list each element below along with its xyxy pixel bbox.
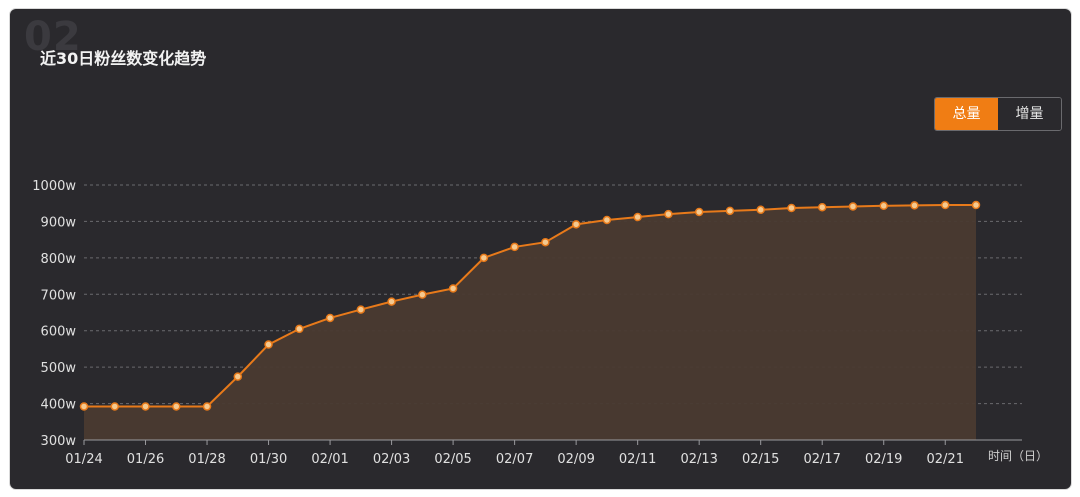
toggle-increment-button[interactable]: 增量 [998, 98, 1061, 130]
data-point [510, 242, 519, 252]
chart-panel: 02 近30日粉丝数变化趋势 总量 增量 300w 400w 500w 600w 700… [10, 9, 1071, 489]
data-point [295, 324, 304, 334]
data-point [817, 202, 827, 212]
data-point [202, 402, 212, 411]
x-tick-label: 01/24 [65, 452, 102, 467]
data-points [79, 200, 981, 411]
data-point [264, 340, 273, 349]
x-tick-label: 02/07 [496, 452, 533, 467]
toggle-total-button[interactable]: 总量 [935, 98, 998, 130]
x-tick-label: 02/09 [557, 452, 594, 467]
data-point [756, 205, 765, 215]
x-tick-label: 01/30 [250, 452, 287, 467]
metric-toggle: 总量 增量 [934, 97, 1062, 131]
data-point [602, 215, 612, 225]
x-tick-label: 02/17 [803, 452, 840, 467]
data-point [725, 206, 735, 216]
x-tick-label: 01/28 [188, 452, 225, 467]
y-tick-label: 400w [41, 398, 77, 413]
area-fill [84, 205, 976, 440]
data-point [694, 207, 704, 217]
data-point [940, 200, 950, 210]
data-point [571, 220, 581, 229]
data-point [325, 313, 335, 323]
data-point [910, 201, 919, 210]
data-point [418, 290, 427, 299]
y-axis: 300w 400w 500w 600w 700w 800w 900w 1000w [32, 179, 76, 449]
section-number-watermark: 02 [24, 14, 82, 60]
data-point [172, 402, 181, 411]
x-tick-label: 02/03 [373, 452, 410, 467]
x-tick-label: 02/21 [927, 452, 964, 467]
x-axis: 01/24 01/26 01/28 01/30 02/01 02/03 02/05 02/07… [65, 439, 1048, 467]
data-point [387, 297, 396, 306]
y-tick-label: 1000w [32, 179, 76, 194]
data-point [356, 305, 366, 314]
data-point [787, 203, 796, 213]
x-tick-label: 02/01 [311, 452, 348, 467]
x-tick-label: 02/19 [865, 452, 902, 467]
data-point [848, 202, 858, 211]
data-point [79, 402, 89, 411]
y-tick-label: 500w [41, 361, 77, 376]
data-point [233, 372, 243, 381]
data-point [448, 284, 458, 293]
data-point [664, 209, 673, 219]
chart-title: 近30日粉丝数变化趋势 [40, 49, 207, 68]
series-area [84, 205, 976, 440]
series-line [84, 204, 976, 408]
x-tick-label: 01/26 [127, 452, 164, 467]
y-tick-label: 700w [41, 288, 77, 303]
y-tick-label: 600w [41, 325, 77, 340]
data-point [479, 253, 489, 263]
y-tick-label: 800w [41, 252, 77, 267]
data-point [541, 237, 550, 247]
data-point [141, 402, 150, 411]
y-tick-label: 900w [41, 215, 77, 230]
data-point [879, 201, 888, 211]
data-point [110, 402, 120, 411]
series-line-path [84, 204, 976, 408]
x-tick-label: 02/15 [742, 452, 779, 467]
data-point [971, 200, 981, 210]
y-tick-label: 300w [41, 434, 77, 449]
x-tick-label: 02/05 [434, 452, 471, 467]
x-tick-label: 02/13 [680, 452, 717, 467]
data-point [633, 212, 642, 222]
x-axis-title: 时间（日） [988, 449, 1048, 463]
x-tick-label: 02/11 [619, 452, 656, 467]
